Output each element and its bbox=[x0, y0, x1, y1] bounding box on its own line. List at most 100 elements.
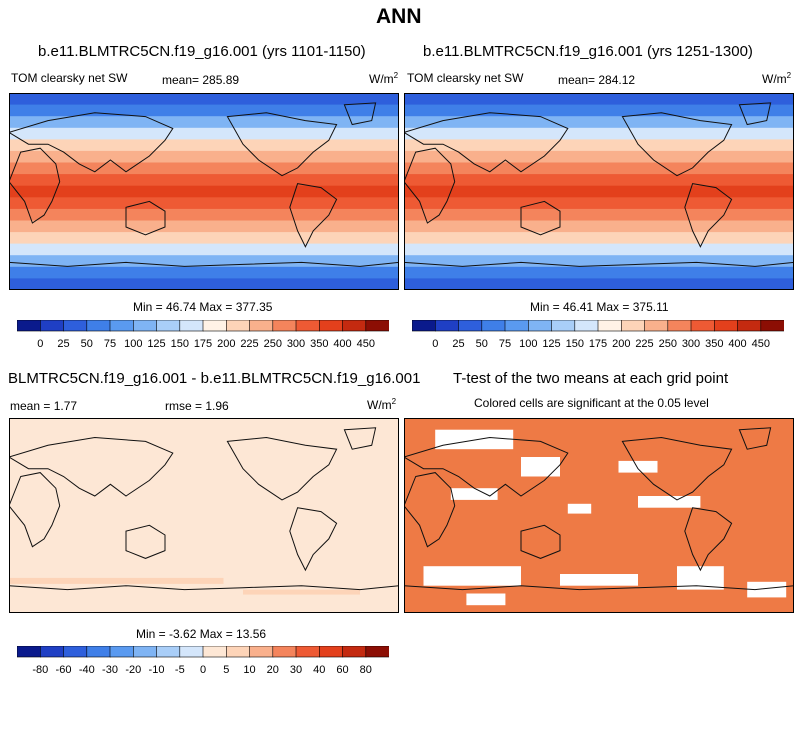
colorbar-tick-label: 175 bbox=[589, 338, 607, 350]
colorbar-tick-label: 150 bbox=[566, 338, 584, 350]
map-band bbox=[9, 162, 399, 175]
map-band bbox=[404, 220, 794, 233]
map-band bbox=[404, 278, 794, 290]
colorbar-swatch bbox=[86, 320, 111, 332]
colorbar-tick-label: 400 bbox=[728, 338, 746, 350]
coastline bbox=[125, 524, 166, 559]
colorbar-swatch bbox=[17, 646, 41, 658]
colorbar-tick-label: 300 bbox=[287, 338, 305, 350]
colorbar-swatch bbox=[226, 646, 251, 658]
colorbar-swatch bbox=[86, 646, 111, 658]
colorbar-tick-label: 100 bbox=[519, 338, 537, 350]
insignificant-region bbox=[567, 503, 592, 514]
panel2-minmax: Min = 46.41 Max = 375.11 bbox=[530, 300, 669, 314]
colorbar-swatch bbox=[737, 320, 762, 332]
colorbar-swatch bbox=[551, 320, 576, 332]
map-band bbox=[9, 197, 399, 210]
colorbar-swatch bbox=[202, 646, 227, 658]
coastline bbox=[520, 200, 561, 236]
map-band bbox=[404, 197, 794, 210]
diff-minmax: Min = -3.62 Max = 13.56 bbox=[136, 627, 267, 641]
map-band bbox=[9, 220, 399, 233]
colorbar-tick-label: 100 bbox=[124, 338, 142, 350]
colorbar-tick-label: 250 bbox=[264, 338, 282, 350]
colorbar-swatch bbox=[63, 320, 88, 332]
colorbar-swatch bbox=[133, 646, 158, 658]
map-band bbox=[404, 93, 794, 106]
ttest-title: T-test of the two means at each grid poi… bbox=[453, 370, 729, 387]
colorbar-tick-label: -10 bbox=[149, 664, 165, 676]
colorbar-swatch bbox=[272, 646, 297, 658]
colorbar-swatch bbox=[342, 646, 367, 658]
map-patch bbox=[243, 589, 360, 595]
colorbar-tick-label: 350 bbox=[310, 338, 328, 350]
colorbar-tick-label: 200 bbox=[217, 338, 235, 350]
coastline bbox=[738, 102, 772, 126]
colorbar-tick-label: 450 bbox=[752, 338, 770, 350]
map-frame bbox=[9, 418, 399, 613]
coastline bbox=[404, 261, 794, 267]
colorbar-tick-label: 450 bbox=[357, 338, 375, 350]
insignificant-region bbox=[560, 574, 638, 586]
colorbar-swatch bbox=[458, 320, 483, 332]
map-band bbox=[9, 185, 399, 198]
map-band bbox=[404, 139, 794, 152]
colorbar-swatch bbox=[295, 320, 320, 332]
colorbar-swatch bbox=[156, 320, 181, 332]
coastline bbox=[289, 507, 338, 572]
colorbar-tick-label: 350 bbox=[705, 338, 723, 350]
map-band bbox=[404, 116, 794, 129]
colorbar-tick-label: 0 bbox=[37, 338, 43, 350]
colorbar-swatch bbox=[295, 646, 320, 658]
colorbar-swatch bbox=[179, 646, 204, 658]
colorbar-tick-label: 300 bbox=[682, 338, 700, 350]
colorbar-swatch bbox=[504, 320, 529, 332]
coastline bbox=[9, 147, 61, 224]
coastline bbox=[404, 436, 569, 497]
colorbar-swatch bbox=[644, 320, 669, 332]
colorbar-swatch bbox=[713, 320, 739, 332]
colorbar-swatch bbox=[17, 320, 41, 332]
map-band bbox=[9, 174, 399, 187]
insignificant-region bbox=[618, 460, 658, 473]
colorbar-swatch bbox=[597, 320, 622, 332]
coastline bbox=[621, 436, 733, 501]
colorbar-swatch bbox=[667, 320, 692, 332]
panel1-units-label: W/m2 bbox=[369, 71, 399, 86]
colorbar-swatch bbox=[39, 646, 65, 658]
colorbar-swatch bbox=[272, 320, 297, 332]
colorbar-swatch bbox=[179, 320, 204, 332]
colorbar-tick-label: 0 bbox=[432, 338, 438, 350]
figure-title: ANN bbox=[376, 5, 422, 28]
coastline bbox=[684, 507, 733, 572]
map-band bbox=[404, 127, 794, 140]
panel1-map bbox=[9, 93, 399, 290]
colorbar-tick-label: 175 bbox=[194, 338, 212, 350]
insignificant-region bbox=[466, 593, 506, 606]
map-frame bbox=[404, 418, 794, 613]
map-band bbox=[9, 255, 399, 268]
map-band bbox=[9, 104, 399, 117]
colorbar-tick-label: 40 bbox=[313, 664, 325, 676]
coastline bbox=[404, 472, 456, 548]
panel2-variable-label: TOM clearsky net SW bbox=[407, 71, 524, 85]
coastline bbox=[404, 147, 456, 224]
coastline bbox=[404, 112, 569, 173]
colorbar-tick-label: 25 bbox=[452, 338, 464, 350]
insignificant-region bbox=[450, 488, 498, 500]
colorbar-tick-label: 20 bbox=[267, 664, 279, 676]
diff-map bbox=[9, 418, 399, 613]
colorbar-swatch bbox=[574, 320, 599, 332]
coastline bbox=[9, 112, 174, 173]
coastline bbox=[9, 585, 399, 591]
panel2-mean-label: mean= 284.12 bbox=[558, 73, 636, 87]
colorbar-swatch bbox=[109, 320, 134, 332]
colorbar-swatch bbox=[39, 320, 65, 332]
map-band bbox=[9, 266, 399, 279]
map-band bbox=[9, 127, 399, 140]
map-band bbox=[9, 139, 399, 152]
colorbar-swatch bbox=[528, 320, 553, 332]
colorbar-tick-label: 25 bbox=[57, 338, 69, 350]
panel1-case-title: b.e11.BLMTRC5CN.f19_g16.001 (yrs 1101-11… bbox=[38, 43, 366, 60]
panel1-minmax: Min = 46.74 Max = 377.35 bbox=[133, 300, 273, 314]
